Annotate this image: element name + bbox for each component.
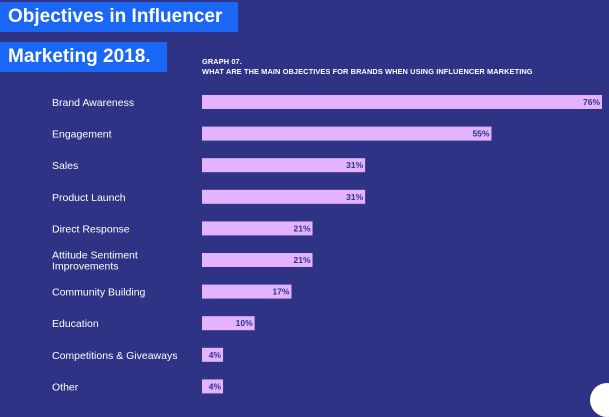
value-label: 17% <box>272 287 289 297</box>
category-label-line: Other <box>52 381 79 393</box>
value-label: 4% <box>209 350 222 360</box>
category-label: Sales <box>52 160 78 172</box>
category-label-line: Education <box>52 318 99 330</box>
title-line-1: Objectives in Influencer <box>0 2 239 32</box>
value-label: 76% <box>583 97 600 107</box>
category-label: Brand Awareness <box>52 97 134 109</box>
bar <box>202 253 313 267</box>
bar-row: Other 4% <box>52 379 224 394</box>
bar <box>202 347 224 362</box>
bar-row: Attitude Sentiment Improvements 21% <box>52 250 313 273</box>
bar <box>202 316 255 331</box>
category-label-line: Product Launch <box>52 192 126 204</box>
category-label-line: Improvements <box>52 261 119 273</box>
bar-row: Education 10% <box>52 316 255 331</box>
bar-row: Product Launch 31% <box>52 189 366 204</box>
value-label: 10% <box>236 318 253 328</box>
bar <box>202 379 224 394</box>
bar <box>202 221 313 236</box>
category-label-line: Brand Awareness <box>52 97 134 109</box>
category-label-line: Engagement <box>52 129 112 141</box>
bar <box>202 126 492 141</box>
bar-row: Brand Awareness 76% <box>52 95 602 109</box>
value-label: 21% <box>294 223 311 233</box>
value-label: 4% <box>209 381 222 391</box>
bar <box>202 284 292 299</box>
category-label: Direct Response <box>52 223 130 235</box>
bar-row: Community Building 17% <box>52 284 292 299</box>
category-label-line: Community Building <box>52 287 146 299</box>
bar-row: Competitions & Giveaways 4% <box>52 347 224 362</box>
graph-question: WHAT ARE THE MAIN OBJECTIVES FOR BRANDS … <box>202 67 533 76</box>
value-label: 21% <box>294 255 311 265</box>
category-label: Attitude Sentiment Improvements <box>52 250 138 273</box>
bar <box>202 95 602 109</box>
title-line-2: Marketing 2018. <box>0 42 167 72</box>
value-label: 31% <box>346 192 363 202</box>
bar-row: Direct Response 21% <box>52 221 313 236</box>
category-label: Engagement <box>52 129 112 141</box>
graph-number: GRAPH 07. <box>202 57 242 66</box>
bar <box>202 158 366 173</box>
category-label-line: Attitude Sentiment <box>52 250 138 262</box>
category-label-line: Sales <box>52 160 78 172</box>
value-label: 55% <box>472 129 489 139</box>
objectives-bar-chart: Brand Awareness 76%Engagement 55%Sales 31%P… <box>52 95 602 394</box>
value-label: 31% <box>346 160 363 170</box>
category-label: Education <box>52 318 99 330</box>
category-label-line: Direct Response <box>52 223 130 235</box>
category-label: Community Building <box>52 287 146 299</box>
bar-row: Engagement 55% <box>52 126 492 141</box>
bar-row: Sales 31% <box>52 158 366 173</box>
bar <box>202 189 366 204</box>
category-label: Other <box>52 381 79 393</box>
category-label: Product Launch <box>52 192 126 204</box>
category-label: Competitions & Giveaways <box>52 350 177 362</box>
category-label-line: Competitions & Giveaways <box>52 350 177 362</box>
